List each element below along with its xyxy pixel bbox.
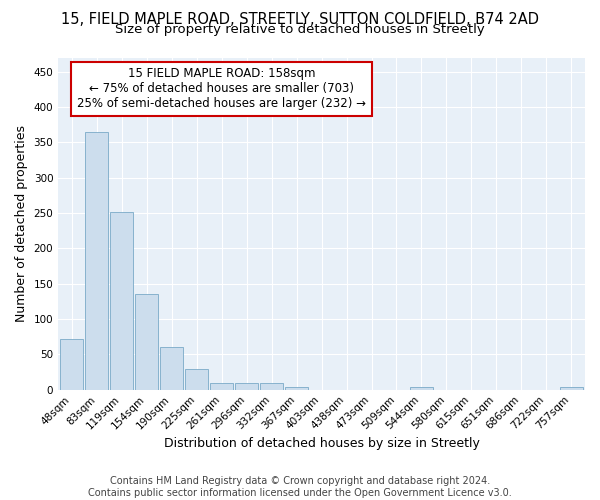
Y-axis label: Number of detached properties: Number of detached properties xyxy=(15,125,28,322)
Bar xyxy=(235,382,258,390)
Bar xyxy=(260,382,283,390)
Text: 15, FIELD MAPLE ROAD, STREETLY, SUTTON COLDFIELD, B74 2AD: 15, FIELD MAPLE ROAD, STREETLY, SUTTON C… xyxy=(61,12,539,28)
Bar xyxy=(160,348,183,390)
Bar xyxy=(210,382,233,390)
Text: Size of property relative to detached houses in Streetly: Size of property relative to detached ho… xyxy=(115,22,485,36)
Bar xyxy=(136,294,158,390)
Bar xyxy=(85,132,109,390)
Text: 15 FIELD MAPLE ROAD: 158sqm
← 75% of detached houses are smaller (703)
25% of se: 15 FIELD MAPLE ROAD: 158sqm ← 75% of det… xyxy=(77,68,366,110)
Bar xyxy=(61,339,83,390)
X-axis label: Distribution of detached houses by size in Streetly: Distribution of detached houses by size … xyxy=(164,437,479,450)
Bar xyxy=(110,212,133,390)
Bar xyxy=(185,369,208,390)
Bar xyxy=(410,387,433,390)
Bar xyxy=(560,387,583,390)
Text: Contains HM Land Registry data © Crown copyright and database right 2024.
Contai: Contains HM Land Registry data © Crown c… xyxy=(88,476,512,498)
Bar xyxy=(285,387,308,390)
